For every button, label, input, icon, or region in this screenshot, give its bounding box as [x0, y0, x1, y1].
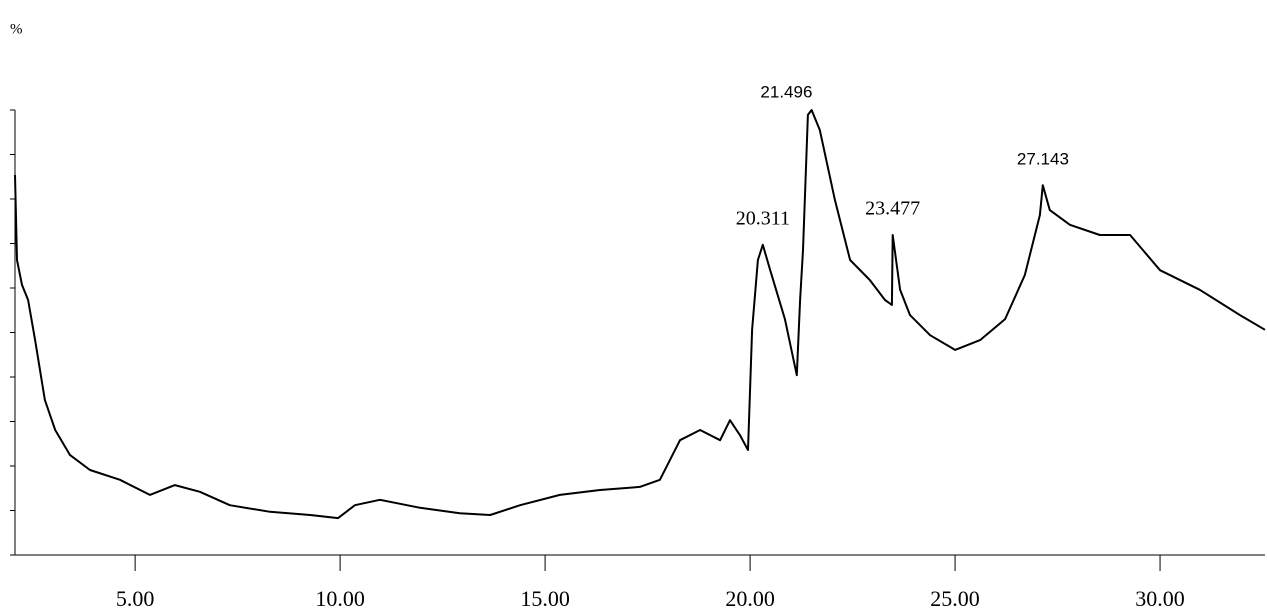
x-tick-label: 5.00 [116, 586, 155, 609]
peak-label: 20.311 [736, 207, 790, 229]
y-axis-label: % [10, 21, 23, 37]
xrd-line [15, 110, 1265, 518]
peak-label: 23.477 [865, 198, 920, 220]
x-tick-label: 20.00 [725, 586, 775, 609]
x-tick-label: 15.00 [520, 586, 570, 609]
peak-label: 27.143 [1017, 150, 1069, 169]
x-tick-label: 30.00 [1135, 586, 1185, 609]
page: {"chart_data": {"type": "line", "ylabel"… [0, 0, 1267, 609]
x-tick-label: 25.00 [930, 586, 980, 609]
chart: % 5.00 10.00 15.00 20.00 25.00 30.00 20.311 21.… [0, 0, 1267, 609]
peak-label: 21.496 [760, 82, 812, 101]
x-tick-label: 10.00 [315, 586, 365, 609]
